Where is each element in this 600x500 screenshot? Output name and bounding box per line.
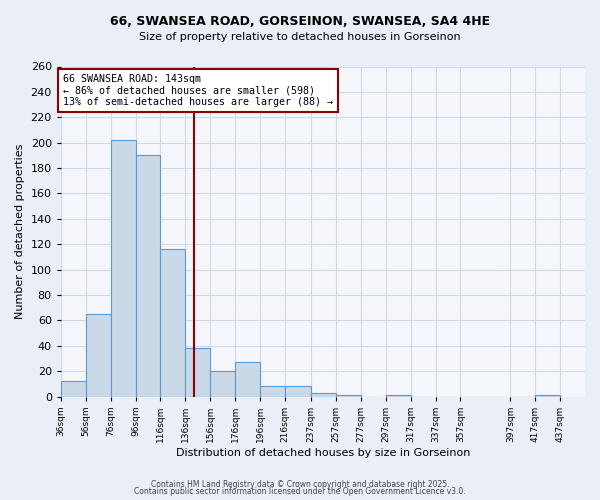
Bar — [311, 392, 336, 396]
Text: Contains HM Land Registry data © Crown copyright and database right 2025.: Contains HM Land Registry data © Crown c… — [151, 480, 449, 489]
Y-axis label: Number of detached properties: Number of detached properties — [15, 144, 25, 319]
Bar — [61, 382, 86, 396]
X-axis label: Distribution of detached houses by size in Gorseinon: Distribution of detached houses by size … — [176, 448, 470, 458]
Bar — [160, 250, 185, 396]
Text: 66 SWANSEA ROAD: 143sqm
← 86% of detached houses are smaller (598)
13% of semi-d: 66 SWANSEA ROAD: 143sqm ← 86% of detache… — [64, 74, 334, 108]
Text: Contains public sector information licensed under the Open Government Licence v3: Contains public sector information licen… — [134, 488, 466, 496]
Bar — [136, 156, 160, 396]
Bar — [285, 386, 311, 396]
Bar — [110, 140, 136, 396]
Bar — [86, 314, 110, 396]
Text: Size of property relative to detached houses in Gorseinon: Size of property relative to detached ho… — [139, 32, 461, 42]
Bar — [260, 386, 285, 396]
Bar — [185, 348, 210, 397]
Text: 66, SWANSEA ROAD, GORSEINON, SWANSEA, SA4 4HE: 66, SWANSEA ROAD, GORSEINON, SWANSEA, SA… — [110, 15, 490, 28]
Bar — [235, 362, 260, 396]
Bar — [210, 371, 235, 396]
